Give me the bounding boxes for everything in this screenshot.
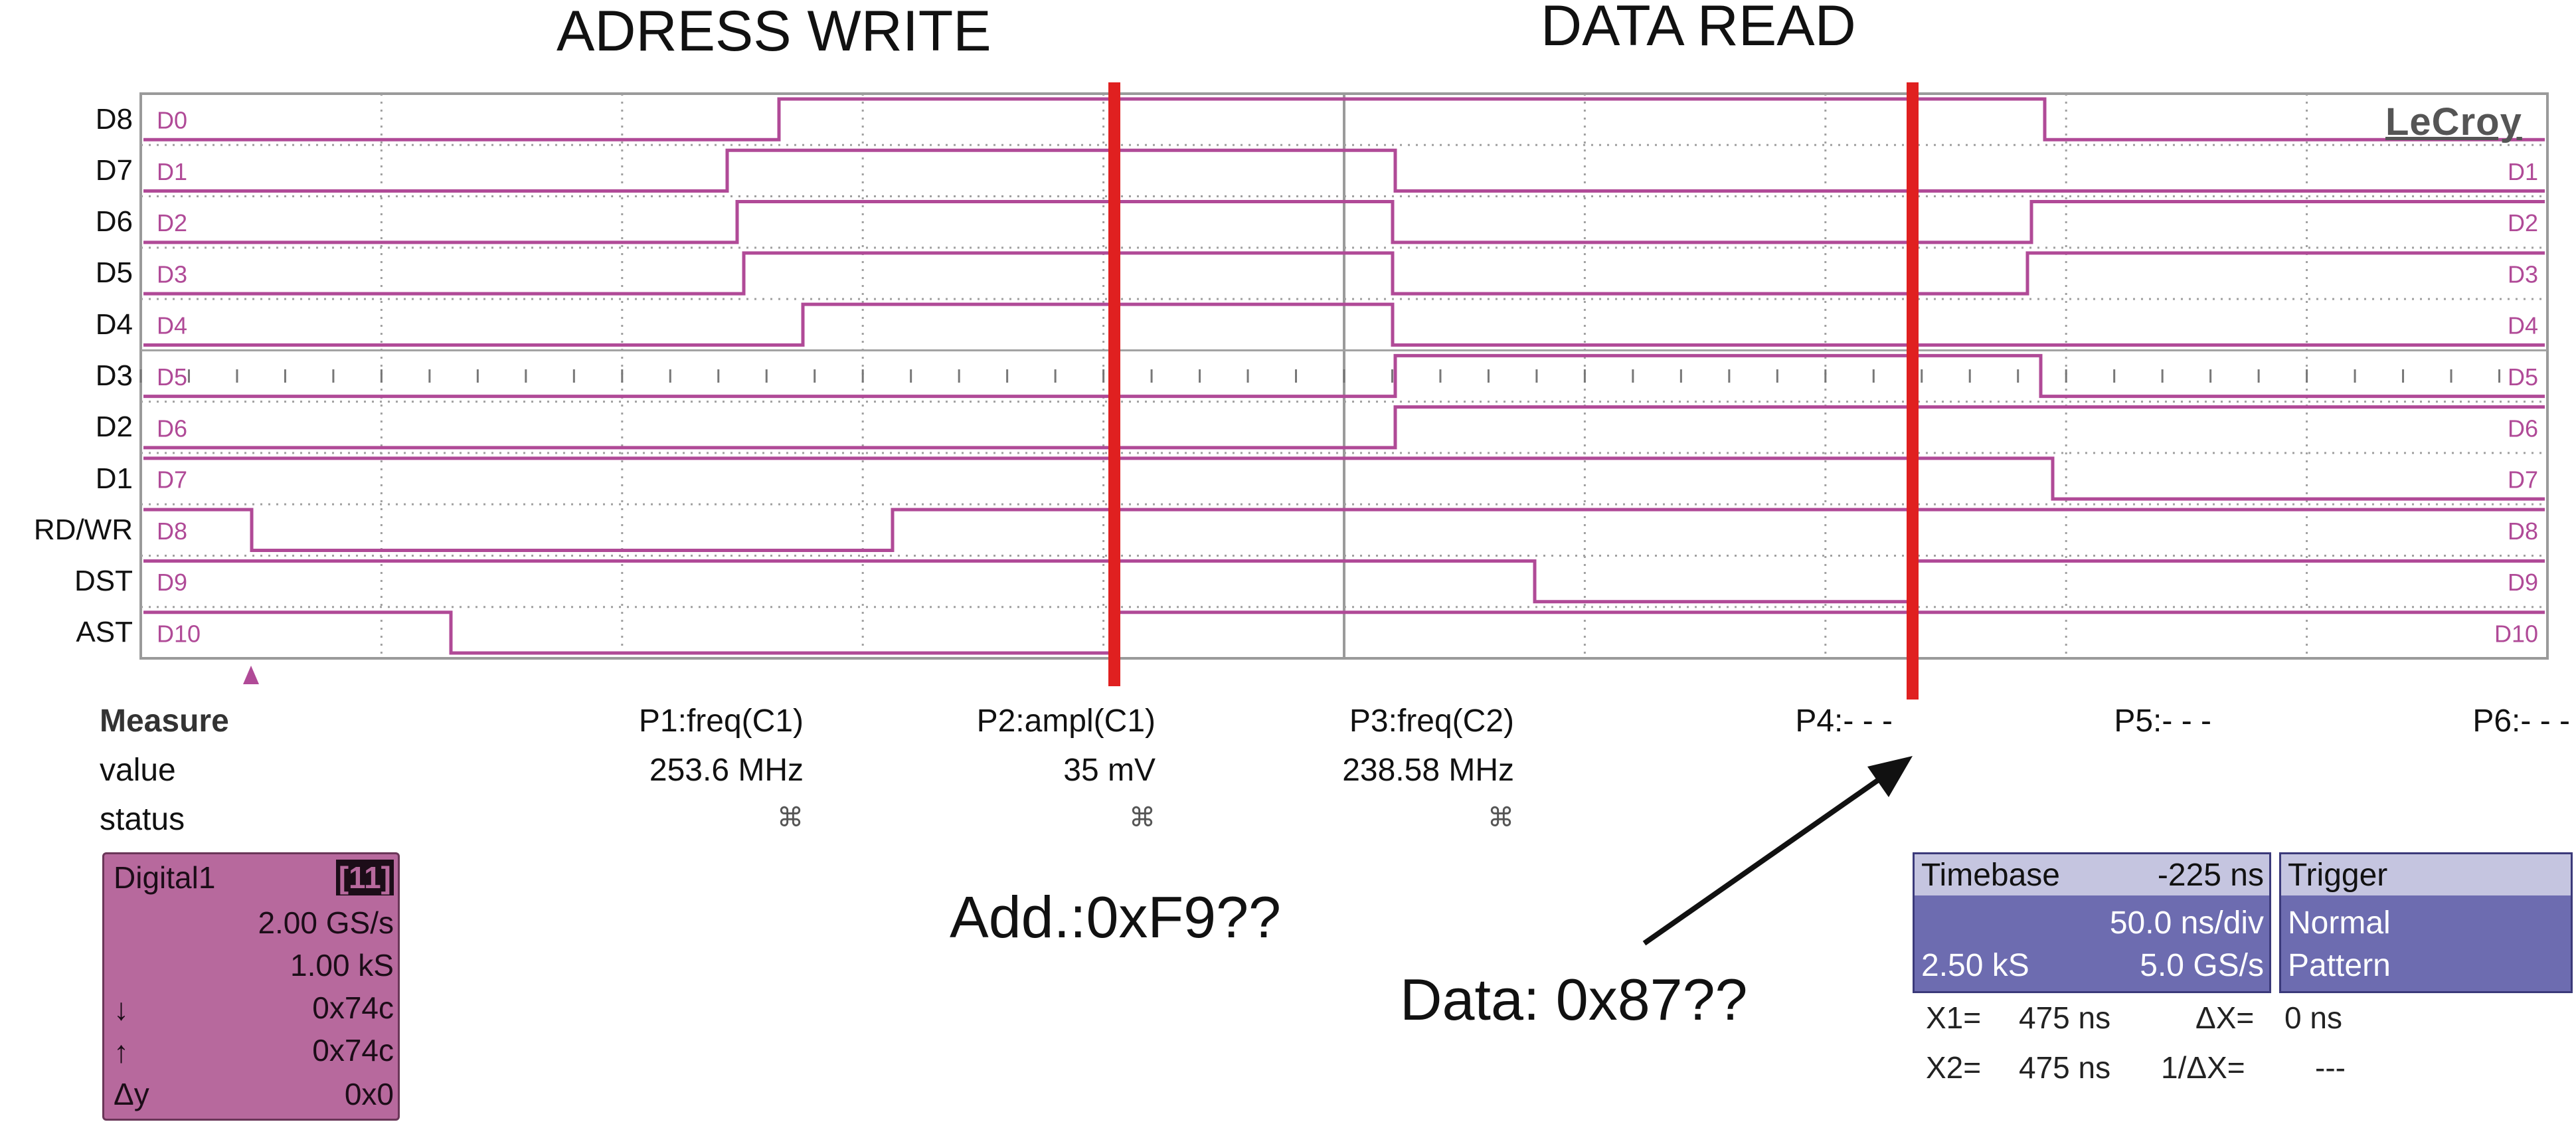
trace-tag: D3 [157,260,187,288]
trace-line [143,251,2545,296]
trigger-box[interactable]: Trigger Normal Pattern [2279,852,2573,993]
trace-line [143,456,2545,501]
param-p1-value: 253.6 MHz [649,753,804,788]
trigger-position-marker [243,666,259,684]
timebase-rate: 5.0 GS/s [2140,948,2264,983]
trace-line [143,148,2545,193]
trace-tag-right: D4 [2508,312,2538,339]
param-p6-name[interactable]: P6:- - - [2472,703,2570,739]
param-p3-status-icon: ⌘ [1488,803,1514,832]
measure-value-label: value [100,753,176,788]
trace-line [143,302,2545,347]
measure-title: Measure [100,703,229,739]
trace-tag: D6 [157,415,187,442]
trace-tag-right: D1 [2508,158,2538,185]
param-p2-value: 35 mV [1063,753,1156,788]
trigger-mode: Normal [2288,905,2391,941]
trigger-header [2281,854,2571,895]
channel-label: D2 [95,411,133,444]
trace-line [143,200,2545,244]
trace-tag: D2 [157,209,187,236]
trace-tag: D9 [157,569,187,596]
trace-tag: D7 [157,466,187,494]
channel-label: D8 [95,102,133,136]
trace-tag-right: D7 [2508,466,2538,494]
trace-tag-right: D9 [2508,569,2538,596]
digital1-delta-label: Δy [114,1077,149,1111]
channel-label: D3 [95,359,133,392]
channel-label: D6 [95,205,133,238]
trace-tag-right: D2 [2508,209,2538,236]
cursor-dx-value: 0 ns [2284,1000,2342,1035]
data-read-title: DATA READ [1541,0,1856,58]
trace-line [143,97,2545,141]
channel-label: D5 [95,256,133,290]
channel-label: RD/WR [33,513,133,546]
channel-label: D4 [95,308,133,341]
trace-tag: D0 [157,107,187,134]
param-p3-value: 238.58 MHz [1342,753,1514,788]
timebase-delay: -225 ns [2157,858,2264,893]
digital1-falling-icon: ↓ [114,992,129,1026]
annotation-arrow [1642,756,1913,946]
trigger-type: Pattern [2288,948,2391,983]
timebase-header [1915,854,2269,895]
cursor-dx-label: ΔX= [2195,1000,2255,1035]
trace-tag-right: D8 [2508,517,2538,545]
trace-line [143,559,2545,604]
param-p1-name[interactable]: P1:freq(C1) [638,703,804,739]
trace-line [143,508,2545,552]
trigger-label: Trigger [2288,858,2388,893]
digital1-samples: 1.00 kS [290,948,394,982]
trace-tag-right: D5 [2508,363,2538,391]
trace-tag: D4 [157,312,187,339]
timebase-samples: 2.50 kS [1921,948,2029,983]
address-annotation: Add.:0xF9?? [950,884,1281,950]
cursor-x1-value: 475 ns [2019,1000,2111,1035]
lecroy-logo: LeCroy [2385,100,2522,143]
param-p2-name[interactable]: P2:ampl(C1) [976,703,1156,739]
timebase-per-div: 50.0 ns/div [2109,905,2264,941]
channel-label: DST [74,565,133,598]
trace-line [143,405,2545,450]
trace-line [143,610,2545,655]
trace-tag: D8 [157,517,187,545]
data-annotation: Data: 0x87?? [1400,967,1748,1032]
channel-label: D1 [95,462,133,495]
address-write-title: ADRESS WRITE [557,0,991,63]
cursor-x2-label: X2= [1926,1050,1982,1085]
trace-tag-right: D6 [2508,415,2538,442]
param-p3-name[interactable]: P3:freq(C2) [1349,703,1514,739]
param-p2-status-icon: ⌘ [1129,803,1156,832]
param-p5-name[interactable]: P5:- - - [2114,703,2211,739]
param-p1-status-icon: ⌘ [777,803,804,832]
trace-tag-right: D10 [2494,620,2538,647]
cursor-x1-label: X1= [1926,1000,1982,1035]
trace-tag: D10 [157,620,201,647]
channel-label: AST [76,616,133,649]
trace-line [143,353,2545,399]
channel-label: D7 [95,153,133,187]
timebase-box[interactable]: Timebase -225 ns 50.0 ns/div 2.50 kS 5.0… [1913,852,2271,993]
trace-tag-right: D3 [2508,260,2538,288]
digital1-delta-value: 0x0 [344,1077,394,1111]
digital1-falling-value: 0x74c [312,990,394,1025]
digital1-name: Digital1 [114,860,216,895]
digital1-badge: [11] [335,860,394,895]
digital1-channel-box[interactable]: Digital1 [11] 2.00 GS/s 1.00 kS ↓ 0x74c … [102,852,400,1121]
cursor-inv-dx-value: --- [2315,1050,2346,1085]
digital1-rising-icon: ↑ [114,1034,129,1069]
cursor-inv-dx-label: 1/ΔX= [2161,1050,2245,1085]
param-p4-name[interactable]: P4:- - - [1795,703,1893,739]
trace-tag: D1 [157,158,187,185]
cursor-x2-value: 475 ns [2019,1050,2111,1085]
digital1-sample-rate: 2.00 GS/s [258,905,394,940]
measure-status-label: status [100,802,185,837]
trace-tag: D5 [157,363,187,391]
timebase-label: Timebase [1921,858,2060,893]
digital1-rising-value: 0x74c [312,1033,394,1068]
